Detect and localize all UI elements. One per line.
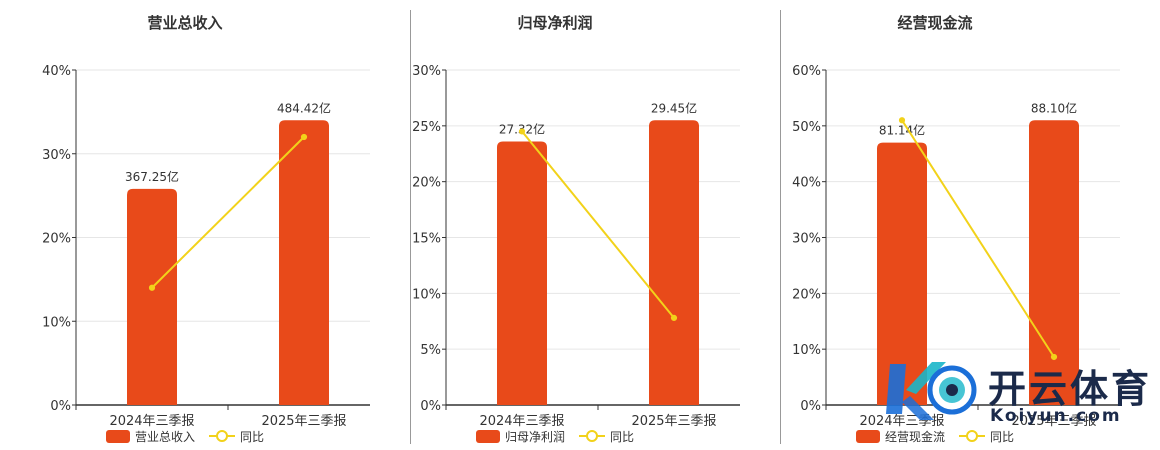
chart-svg: 0% 10% 20% 30% 40% 2024年三季报 2025年三季报 367.25亿 484… (42, 64, 370, 429)
legend-line-label: 同比 (240, 429, 265, 444)
x-tick-label: 2024年三季报 (479, 414, 564, 429)
legend-item-bar[interactable]: 营业总收入 (105, 428, 195, 445)
y-tick-label: 40% (792, 176, 821, 191)
bar-data-label: 81.14亿 (879, 123, 925, 138)
bar-data-label: 29.45亿 (651, 100, 697, 115)
y-tick-label: 30% (412, 64, 441, 79)
yoy-point (670, 314, 678, 321)
legend-line-label: 同比 (610, 429, 635, 444)
y-tick-label: 40% (42, 64, 71, 79)
legend-line-swatch (959, 429, 985, 443)
y-tick-label: 60% (792, 64, 821, 79)
bar-data-label: 367.25亿 (125, 169, 179, 184)
y-tick-label: 15% (412, 232, 441, 247)
y-tick-label: 10% (412, 287, 441, 302)
chart-legend[interactable]: 经营现金流 同比 (750, 427, 1120, 445)
chart-svg: 0%5%10%15%20%25%30%2024年三季报2025年三季报27.32… (412, 64, 740, 429)
bar (1029, 120, 1079, 405)
yoy-point (148, 284, 156, 291)
bar-data-label: 88.10亿 (1031, 100, 1077, 115)
legend-item-bar[interactable]: 经营现金流 (855, 428, 945, 445)
legend-item-bar[interactable]: 归母净利润 (475, 428, 565, 445)
chart-svg: 0%10%20%30%40%50%60%2024年三季报 2025年三季报81.1… (792, 64, 1120, 429)
x-tick-label: 2025年三季报 (631, 414, 716, 429)
y-tick-label: 30% (42, 148, 71, 163)
y-tick-label: 20% (412, 176, 441, 191)
yoy-line (901, 119, 1055, 358)
chart-panel-revenue: 营业总收入 0% 10% 20% 30% 40% 2024年三季报 2025年三季报 367.… (0, 0, 370, 450)
y-tick-label: 0% (420, 399, 441, 414)
y-tick-label: 30% (792, 232, 821, 247)
chart-title: 经营现金流 (897, 14, 973, 32)
y-tick-label: 20% (42, 232, 71, 247)
y-tick-label: 0% (800, 399, 821, 414)
y-tick-label: 5% (420, 343, 441, 358)
legend-bar-swatch (105, 429, 130, 443)
legend-bar-label: 归母净利润 (504, 429, 565, 444)
legend-line-label: 同比 (990, 429, 1015, 444)
legend-line-swatch (579, 429, 605, 443)
y-tick-label: 0% (50, 399, 71, 414)
y-tick-label: 50% (792, 120, 821, 135)
legend-item-line[interactable]: 同比 (579, 428, 634, 445)
chart-panel-cash-flow: 经营现金流 0% 10% 20% 30% 40% 50% 60% 2024年三季报 2025年三… (750, 0, 1120, 450)
legend-item-line[interactable]: 同比 (959, 428, 1014, 445)
y-tick-label: 10% (792, 343, 821, 358)
watermark-logo-icon (886, 362, 977, 420)
panel-divider (780, 10, 781, 444)
y-tick-label: 25% (412, 120, 441, 135)
yoy-point (300, 133, 308, 141)
chart-title: 营业总收入 (147, 14, 223, 32)
bar (877, 142, 927, 406)
x-tick-label: 2025年三季报 (1011, 414, 1096, 429)
legend-line-swatch (209, 429, 235, 443)
panel-divider (410, 10, 411, 444)
chart-title: 归母净利润 (517, 14, 593, 32)
watermark: 开云体育 Koiyun.com (872, 350, 1152, 430)
yoy-line (521, 130, 675, 319)
watermark-text-en: Koiyun.com (990, 406, 1122, 426)
yoy-point (518, 128, 526, 135)
x-tick-label: 2025年三季报 (261, 414, 346, 429)
yoy-line (151, 136, 305, 289)
legend-bar-swatch (855, 429, 880, 443)
legend-item-line[interactable]: 同比 (209, 428, 264, 445)
y-tick-label: 20% (792, 287, 821, 302)
bar (279, 120, 329, 405)
bar (127, 188, 177, 405)
legend-bar-label: 经营现金流 (884, 429, 945, 444)
bar (649, 120, 699, 405)
legend-bar-swatch (475, 429, 500, 443)
bar-data-label: 484.42亿 (277, 100, 331, 115)
yoy-point (1050, 353, 1058, 361)
bar (497, 141, 547, 405)
chart-panel-net-profit: 归母净利润 0% 5% 10% 15% 20% 25% 30% 2024年三季报 2025年三季… (370, 0, 740, 450)
legend-bar-label: 营业总收入 (134, 429, 195, 444)
chart-legend[interactable]: 营业总收入 同比 (0, 427, 370, 445)
chart-legend[interactable]: 归母净利润 同比 (370, 427, 740, 445)
yoy-point (898, 117, 906, 124)
x-tick-label: 2024年三季报 (109, 414, 194, 429)
y-tick-label: 10% (42, 315, 71, 330)
watermark-text-cn: 开云体育 (988, 367, 1153, 411)
